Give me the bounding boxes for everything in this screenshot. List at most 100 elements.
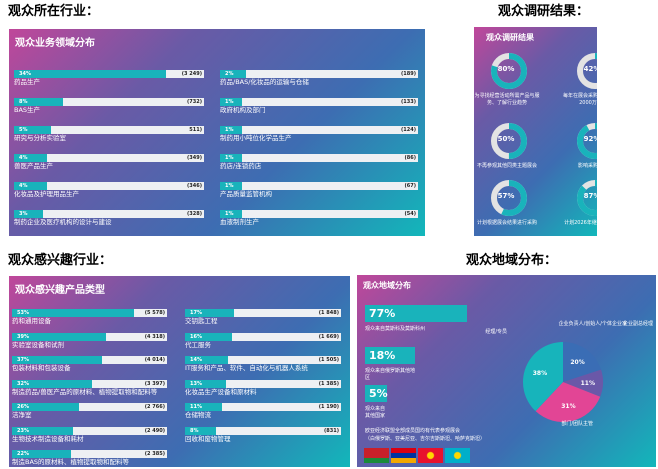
bar-label: 制药用小吨位化学品生产 [220,134,292,142]
bar-track: 34% (3 249) [14,70,204,78]
bar-fill [16,98,63,106]
bar-row: 26% (2 766) 洁净室 [12,403,167,420]
bar-row: 8% (732) BAS生产 [14,98,204,115]
pie-percent: 38% [533,370,547,377]
bar-fill [187,356,229,364]
bar-row: 1% (86) 药店/连锁药店 [220,154,418,171]
pie-label: 企业负责人/创始人/个体企业家 [559,320,627,327]
bar-label: 仓储物流 [185,411,211,419]
bar-fill [14,309,135,317]
eaeu-note: 欧亚经济联盟全部成员国均有代表参观展会 [365,428,461,434]
bar-row: 3% (328) 制药企业及医疗机构的设计与建设 [14,210,204,227]
region-stat-pct: 18% [365,347,415,364]
bar-track: 53% (5 578) [12,309,167,317]
bar-count: (124) [400,127,416,133]
bar-label: IT服务和产品、软件、自动化与机器人系统 [185,364,308,372]
bar-percent: 4% [19,155,28,161]
industry-panel: 观众业务领域分布 34% (3 249) 药品生产 8% (732) BAS生产 5% 511… [9,29,425,236]
bar-row: 16% (1 669) 代工服务 [185,332,341,350]
kazakhstan-flag [445,448,470,463]
bar-percent: 16% [190,333,202,340]
bar-label: 制药企业及医疗机构的设计与建设 [14,218,112,226]
bar-fill [14,332,106,341]
bar-row: 1% (67) 产品质量监管机构 [220,182,418,199]
bar-track: 11% (1 190) [185,403,341,411]
bar-fill [187,426,216,435]
bar-label: 代工服务 [185,340,211,349]
bar-row: 1% (133) 政府机构及部门 [220,98,418,115]
survey-header: 观众调研结果： [498,4,590,19]
bar-row: 2% (189) 药品/BAS/化妆品的运输与仓储 [220,70,418,87]
bar-track: 17% (1 848) [185,309,341,317]
bar-percent: 1% [225,183,234,189]
bar-percent: 39% [17,333,29,340]
donut-percent: 87% [583,192,597,200]
donut-value [491,53,527,89]
bar-label: 药和通用设备 [12,317,51,325]
bar-track: 4% (349) [14,154,204,162]
survey-donut: 80% [486,51,532,95]
bar-count: (2 385) [144,451,165,457]
bar-row: 23% (2 490) 生物技术制造设备和耗材 [12,426,167,444]
bar-label: 制造药品/兽医产品的原材料、植物提取物和配料等 [12,387,158,396]
bar-label: 交钥匙工程 [185,317,218,325]
bar-count: (189) [400,71,416,77]
donut-ring [577,180,597,216]
donut-value [491,180,527,216]
bar-track: 22% (2 385) [12,450,167,458]
pie-slice [523,342,563,412]
belarus-flag [364,448,389,463]
donut-ring [577,53,597,89]
bar-count: (1 848) [318,310,339,316]
bar-fill [16,182,47,190]
bar-track: 16% (1 669) [185,332,341,341]
bar-label: 生物技术制造设备和耗材 [12,434,84,443]
bar-count: (3 249) [181,71,202,77]
bar-percent: 14% [190,357,202,363]
survey-donut: 92% [572,121,597,165]
bar-label: 化妆品及护理用品生产 [14,190,79,198]
bar-fill [16,210,43,218]
bar-track: 13% (1 385) [185,379,341,388]
donut-percent: 80% [497,65,515,73]
bar-fill [187,309,235,317]
bar-label: 洁净室 [12,411,32,419]
bar-track: 1% (124) [220,126,418,134]
bar-track: 37% (4 014) [12,356,167,364]
bar-label: 研究与分析实验室 [14,134,66,142]
bar-track: 1% (54) [220,210,418,218]
bar-row: 17% (1 848) 交钥匙工程 [185,309,341,326]
bar-percent: 22% [17,451,29,457]
donut-label: 计划2026年继续参观展会 [564,220,597,226]
bar-label: 制造BAS的原材料、植物提取物和配料等 [12,458,130,466]
bar-percent: 13% [190,380,202,387]
bar-row: 14% (1 505) IT服务和产品、软件、自动化与机器人系统 [185,356,341,373]
bar-percent: 11% [190,404,202,410]
pie-label: 经理/专员 [485,328,507,335]
bar-label: 药店/连锁药店 [220,162,262,170]
pie-percent: 20% [570,359,584,366]
bar-count: (2 766) [144,404,165,410]
bar-track: 14% (1 505) [185,356,341,364]
pie-label: 部门/团队主管 [561,420,593,427]
bar-label: 包装材料和包装设备 [12,364,71,372]
bar-percent: 8% [190,427,199,434]
bar-count: (86) [404,155,416,161]
bar-row: 1% (124) 制药用小吨位化学品生产 [220,126,418,143]
bar-fill [14,450,72,458]
bar-fill [16,154,47,162]
donut-label: 计划根据展会结果进行采购 [476,220,537,226]
bar-track: 4% (346) [14,182,204,190]
panel-title: 观众业务领域分布 [15,38,95,49]
bar-percent: 17% [190,310,202,316]
bar-percent: 1% [225,127,234,133]
bar-percent: 37% [17,357,29,363]
bar-label: 化妆品生产设备和原材料 [185,387,257,396]
bar-row: 37% (4 014) 包装材料和包装设备 [12,356,167,373]
bar-fill [14,356,102,364]
bar-count: (5 578) [144,310,165,316]
bar-percent: 3% [19,211,28,217]
bar-row: 4% (346) 化妆品及护理用品生产 [14,182,204,199]
region-header: 观众地域分布： [466,253,558,268]
region-stat-label: 观众来自其他国家 [365,406,386,419]
